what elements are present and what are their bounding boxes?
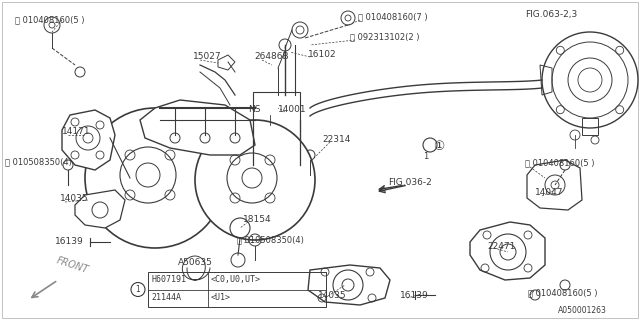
- Text: Ⓒ 092313102(2 ): Ⓒ 092313102(2 ): [350, 32, 419, 41]
- Text: FIG.036-2: FIG.036-2: [388, 178, 432, 187]
- Text: NS: NS: [248, 105, 260, 114]
- Text: 14047: 14047: [535, 188, 563, 197]
- Text: Ⓑ 010408160(5 ): Ⓑ 010408160(5 ): [525, 158, 595, 167]
- Text: 1: 1: [136, 285, 140, 294]
- Text: 15027: 15027: [193, 52, 221, 61]
- Text: Ⓑ 010508350(4): Ⓑ 010508350(4): [237, 235, 304, 244]
- Text: 1: 1: [424, 152, 429, 161]
- Text: 14035: 14035: [318, 291, 347, 300]
- Text: Ⓑ 010408160(5 ): Ⓑ 010408160(5 ): [15, 15, 84, 24]
- Polygon shape: [308, 265, 390, 305]
- Circle shape: [85, 108, 225, 248]
- Polygon shape: [527, 160, 582, 210]
- Text: 16139: 16139: [400, 291, 429, 300]
- Text: 22314: 22314: [322, 135, 350, 144]
- Text: 22471: 22471: [487, 242, 515, 251]
- Text: 14035: 14035: [60, 194, 88, 203]
- Text: Ⓑ 010508350(4): Ⓑ 010508350(4): [5, 157, 72, 166]
- Text: 18154: 18154: [243, 215, 271, 224]
- Text: <U1>: <U1>: [211, 292, 231, 301]
- Text: <C0,U0,UT>: <C0,U0,UT>: [211, 275, 261, 284]
- Polygon shape: [75, 190, 125, 228]
- Text: A050001263: A050001263: [558, 306, 607, 315]
- Text: H607191: H607191: [151, 275, 186, 284]
- Polygon shape: [470, 222, 545, 280]
- Circle shape: [195, 120, 315, 240]
- Text: 16102: 16102: [308, 50, 337, 59]
- Text: FRONT: FRONT: [55, 255, 90, 275]
- Text: Ⓑ 010408160(5 ): Ⓑ 010408160(5 ): [528, 288, 598, 297]
- Text: ①: ①: [433, 140, 444, 153]
- Text: A50635: A50635: [178, 258, 213, 267]
- Bar: [148, 272, 326, 307]
- Text: Ⓑ 010408160(7 ): Ⓑ 010408160(7 ): [358, 12, 428, 21]
- Text: 14171: 14171: [62, 127, 91, 136]
- Polygon shape: [140, 100, 255, 155]
- Polygon shape: [62, 110, 115, 170]
- Text: 26486B: 26486B: [254, 52, 289, 61]
- Text: 21144A: 21144A: [151, 292, 181, 301]
- Text: 16139: 16139: [55, 237, 84, 246]
- Text: FIG.063-2,3: FIG.063-2,3: [525, 10, 577, 19]
- Text: 14001: 14001: [278, 105, 307, 114]
